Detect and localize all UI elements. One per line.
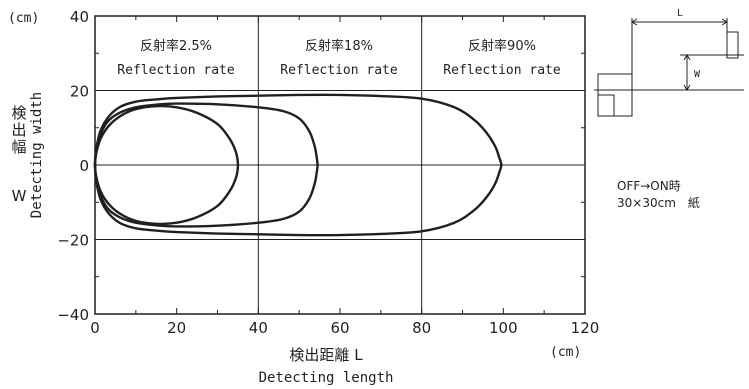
grid — [95, 16, 585, 314]
detection-curve — [93, 104, 240, 226]
y-axis-label-w: W — [12, 187, 27, 205]
y-axis-label-jp: 検 — [11, 104, 26, 122]
diagram-label-l: L — [677, 8, 683, 19]
region-label-jp: 反射率90% — [468, 38, 536, 54]
y-tick-label: 40 — [70, 8, 89, 26]
y-tick-labels: 40 20 0 −20 −40 — [57, 8, 89, 324]
y-axis-label-jp: 幅 — [11, 138, 26, 156]
arrowhead — [683, 54, 691, 61]
region-label-jp: 反射率2.5% — [140, 38, 212, 54]
x-unit: (cm) — [550, 345, 581, 360]
tick-marks — [94, 15, 586, 315]
x-tick-label: 40 — [249, 319, 268, 337]
measurement-diagram — [594, 18, 744, 117]
x-axis-label-en: Detecting length — [259, 370, 394, 386]
y-tick-label: 20 — [70, 83, 89, 101]
region-label-jp: 反射率18% — [305, 38, 373, 54]
detection-curve — [93, 93, 503, 237]
x-tick-labels: 0 20 40 60 80 100 120 — [90, 319, 599, 337]
arrowhead — [631, 18, 638, 26]
detection-curves — [93, 93, 503, 237]
condition-note: 30×30cm 紙 — [617, 195, 700, 210]
y-tick-label: −40 — [57, 306, 89, 324]
x-tick-label: 80 — [412, 319, 431, 337]
sensor-lens — [597, 94, 615, 117]
x-axis-label-jp: 検出距離 L — [289, 346, 363, 364]
x-tick-label: 120 — [571, 319, 600, 337]
detection-curve — [93, 102, 319, 228]
region-label-en: Reflection rate — [117, 63, 235, 78]
y-tick-label: −20 — [57, 232, 89, 250]
arrowhead — [683, 84, 691, 91]
diagram-label-w: W — [694, 69, 701, 80]
x-tick-label: 60 — [330, 319, 349, 337]
arrowhead — [721, 18, 728, 26]
x-tick-label: 20 — [167, 319, 186, 337]
y-axis-label-en: Detecting width — [29, 92, 45, 218]
x-tick-label: 0 — [90, 319, 100, 337]
y-tick-label: 0 — [79, 157, 89, 175]
region-label-en: Reflection rate — [443, 63, 561, 78]
condition-note: OFF→ON時 — [617, 179, 681, 193]
y-unit: (cm) — [8, 11, 39, 26]
x-tick-label: 100 — [489, 319, 518, 337]
y-axis-label-jp: 出 — [11, 121, 26, 139]
target-object — [726, 31, 739, 59]
region-label-en: Reflection rate — [280, 63, 398, 78]
region-labels: 反射率2.5% Reflection rate 反射率18% Reflectio… — [117, 38, 561, 78]
